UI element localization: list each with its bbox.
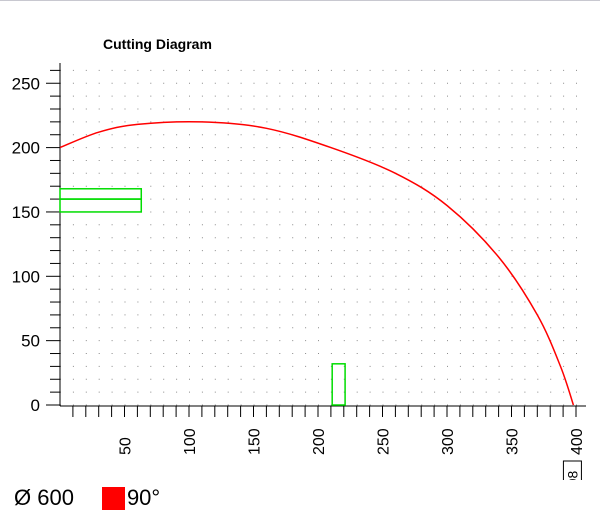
cut-arc [59,120,575,406]
y-tick-label: 50 [21,332,40,351]
y-tick-label: 150 [12,203,40,222]
x-tick-label: 150 [247,428,264,455]
x-tick-label: 300 [440,428,457,455]
chart-title: Cutting Diagram [103,36,212,52]
angle-color-swatch [101,486,125,510]
cut-piece [59,198,143,213]
y-axis-ticks: 0 50 100 150 200 250 [12,69,60,415]
cut-piece [331,363,346,406]
cut-piece [59,188,143,200]
diameter-label: Ø 600 [14,485,74,510]
end-marker: 398 [562,460,582,480]
x-tick-label: 400 [569,428,586,455]
x-tick-label: 350 [505,428,522,455]
y-tick-label: 250 [12,74,40,93]
angle-label: 90° [126,485,161,510]
grid-dots [60,69,577,406]
grid-dot-path [60,69,577,406]
end-marker-label: 398 [564,470,580,480]
x-tick-label: 200 [311,428,328,455]
axes [59,63,586,407]
y-tick-label: 100 [12,267,40,286]
y-tick-label: 200 [12,139,40,158]
cut-pieces [59,188,346,406]
x-tick-label: 100 [182,428,199,455]
top-border [0,0,600,1]
x-axis-ticks: 50 100 150 200 250 300 350 400 [72,406,586,455]
x-tick-label: 50 [118,437,135,455]
cutting-diagram-chart: Cutting Diagram 50 100 150 200 250 300 350 400 … [12,36,586,480]
arc-group [59,120,575,406]
y-tick-label: 0 [31,396,40,415]
legend: Ø 600 90° [14,482,160,514]
x-tick-label: 250 [376,428,393,455]
end-marker-box [562,460,582,480]
